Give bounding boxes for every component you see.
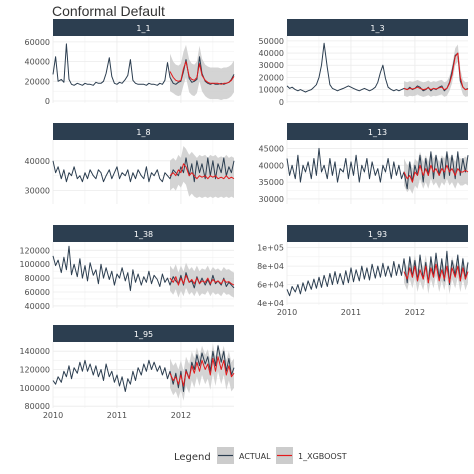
figure-title: Conformal Default bbox=[52, 3, 165, 19]
series-line-xgboost bbox=[169, 163, 235, 180]
y-tick-label: 30000 bbox=[259, 61, 284, 70]
y-tick-label: 40000 bbox=[25, 58, 50, 67]
facet-strip bbox=[53, 123, 234, 140]
facet-strip-label: 1_1 bbox=[136, 24, 150, 33]
y-tick-label: 40000 bbox=[25, 157, 50, 166]
facet-strip-label: 1_93 bbox=[368, 230, 387, 239]
y-tick-label: 6e+04 bbox=[257, 281, 284, 290]
facet-panel-1-8: 1_8 30000 40000 bbox=[25, 123, 235, 204]
y-tick-label: 10000 bbox=[259, 86, 284, 95]
y-tick-label: 1e+05 bbox=[257, 244, 284, 253]
series-line-actual bbox=[286, 147, 469, 190]
facet-strip-label: 1_95 bbox=[134, 330, 153, 339]
x-tick-label: 2011 bbox=[107, 411, 127, 420]
x-tick-label: 2010 bbox=[277, 308, 297, 317]
facet-panel-1-95: 1_95 80000 100000 120000 140000 2010 2011 2012 bbox=[19, 325, 235, 420]
y-tick-label: 45000 bbox=[259, 144, 284, 153]
series-line-xgboost bbox=[169, 356, 235, 387]
series-line-actual bbox=[286, 250, 469, 297]
legend-label: ACTUAL bbox=[239, 452, 271, 461]
facet-strip-label: 1_8 bbox=[136, 128, 150, 137]
facet-strip-label: 1_3 bbox=[370, 24, 384, 33]
y-tick-label: 0 bbox=[45, 97, 50, 106]
y-tick-label: 40000 bbox=[259, 161, 284, 170]
y-tick-label: 4e+04 bbox=[257, 299, 284, 308]
legend-item-actual: ACTUAL bbox=[217, 447, 271, 464]
facet-strip bbox=[287, 19, 468, 36]
series-line-xgboost bbox=[403, 263, 469, 284]
y-tick-label: 35000 bbox=[259, 178, 284, 187]
y-tick-label: 0 bbox=[279, 98, 284, 107]
confidence-band bbox=[170, 262, 234, 298]
x-tick-label: 2010 bbox=[43, 411, 63, 420]
y-tick-label: 30000 bbox=[259, 195, 284, 204]
series-line-xgboost bbox=[403, 52, 469, 91]
y-tick-label: 120000 bbox=[19, 246, 50, 255]
confidence-band bbox=[404, 44, 468, 97]
series-line-xgboost bbox=[169, 274, 235, 286]
facet-strip bbox=[53, 19, 234, 36]
facet-panel-1-93: 1_93 4e+04 6e+04 8e+04 1e+05 2010 2011 2012 bbox=[257, 225, 469, 317]
y-tick-label: 8e+04 bbox=[257, 262, 284, 271]
y-tick-label: 80000 bbox=[25, 274, 50, 283]
y-tick-label: 50000 bbox=[259, 37, 284, 46]
facet-panel-1-3: 1_3 0 10000 20000 30000 40000 50000 bbox=[259, 19, 469, 107]
y-tick-label: 100000 bbox=[19, 384, 50, 393]
facet-panel-1-13: 1_13 30000 35000 40000 45000 bbox=[259, 123, 469, 204]
y-tick-label: 140000 bbox=[19, 347, 50, 356]
series-line-actual bbox=[52, 345, 235, 392]
facet-strip bbox=[53, 225, 234, 242]
facet-panel-1-38: 1_38 40000 60000 80000 100000 120000 bbox=[19, 225, 235, 311]
y-tick-label: 20000 bbox=[25, 77, 50, 86]
y-tick-label: 40000 bbox=[259, 49, 284, 58]
legend-item-xgboost: 1_XGBOOST bbox=[276, 447, 347, 464]
facet-panel-1-1: 1_1 0 20000 40000 60000 bbox=[25, 19, 235, 106]
y-tick-label: 100000 bbox=[19, 260, 50, 269]
facet-panels: 1_1 0 20000 40000 60000 1_3 0 10000 20000 30000 40… bbox=[19, 19, 469, 420]
legend: Legend ACTUAL 1_XGBOOST bbox=[174, 447, 347, 464]
confidence-band bbox=[404, 151, 468, 194]
x-tick-label: 2011 bbox=[341, 308, 361, 317]
series-line-xgboost bbox=[403, 164, 469, 183]
legend-title: Legend bbox=[174, 452, 211, 463]
y-tick-label: 60000 bbox=[25, 288, 50, 297]
x-tick-label: 2012 bbox=[171, 411, 191, 420]
facet-strip-label: 1_38 bbox=[134, 230, 153, 239]
series-line-actual bbox=[52, 157, 235, 183]
legend-label: 1_XGBOOST bbox=[298, 452, 347, 461]
series-line-xgboost bbox=[169, 61, 235, 85]
facet-strip-label: 1_13 bbox=[368, 128, 387, 137]
y-tick-label: 80000 bbox=[25, 402, 50, 411]
y-tick-label: 40000 bbox=[25, 302, 50, 311]
y-tick-label: 20000 bbox=[259, 73, 284, 82]
facet-strip bbox=[287, 123, 468, 140]
facet-strip bbox=[53, 325, 234, 342]
x-tick-label: 2012 bbox=[405, 308, 425, 317]
y-tick-label: 60000 bbox=[25, 38, 50, 47]
y-tick-label: 30000 bbox=[25, 187, 50, 196]
y-tick-label: 120000 bbox=[19, 366, 50, 375]
facet-strip bbox=[287, 225, 468, 242]
series-line-actual bbox=[52, 245, 235, 292]
